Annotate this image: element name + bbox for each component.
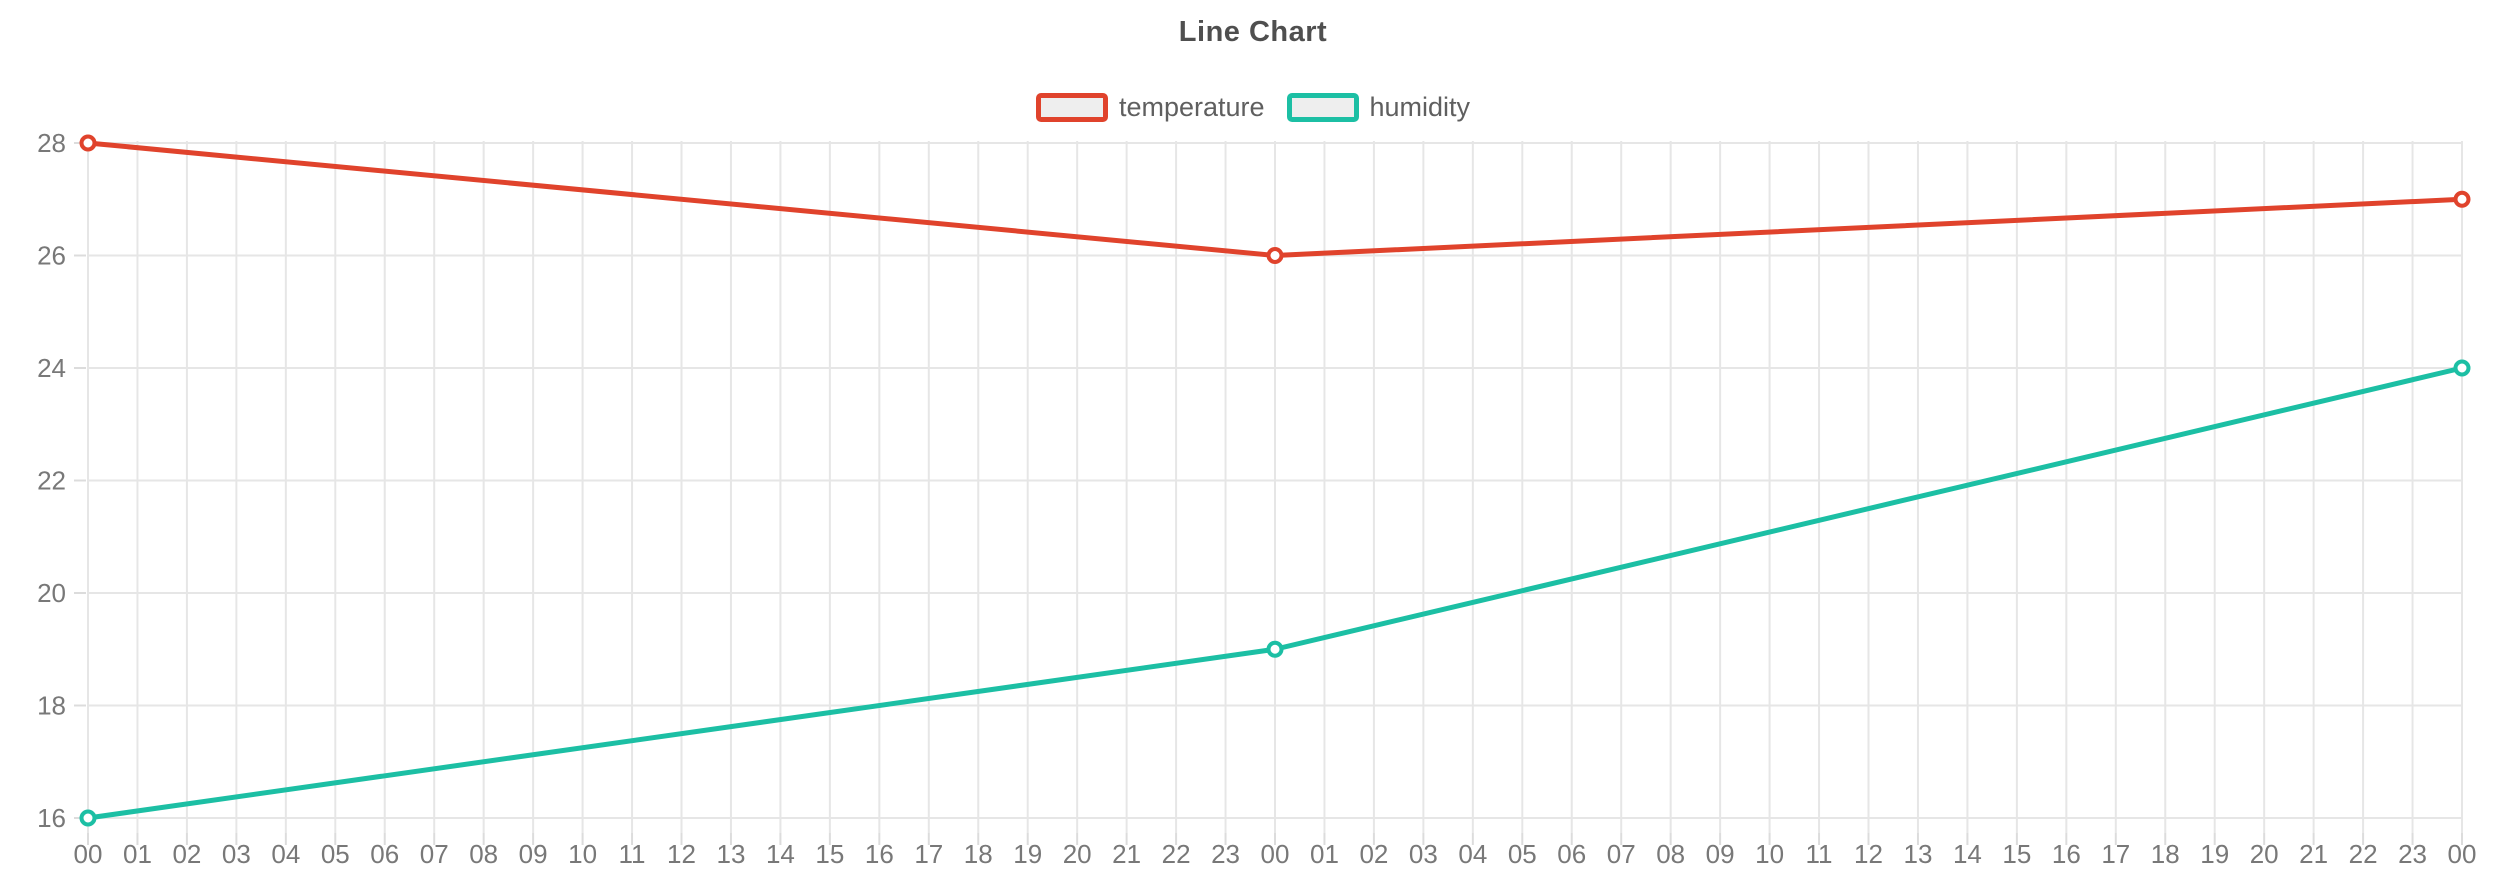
x-tick-label: 09 bbox=[519, 839, 548, 869]
x-tick-label: 18 bbox=[2151, 839, 2180, 869]
x-tick-label: 01 bbox=[123, 839, 152, 869]
y-tick-label: 16 bbox=[37, 803, 66, 833]
x-tick-label: 19 bbox=[1013, 839, 1042, 869]
x-tick-label: 13 bbox=[1903, 839, 1932, 869]
x-tick-label: 08 bbox=[469, 839, 498, 869]
grid-vertical bbox=[87, 141, 2463, 833]
humidity-point-marker bbox=[79, 809, 97, 827]
x-tick-label: 12 bbox=[1854, 839, 1883, 869]
y-axis-ticks bbox=[74, 142, 86, 819]
x-tick-label: 12 bbox=[667, 839, 696, 869]
x-tick-label: 21 bbox=[1112, 839, 1141, 869]
y-tick-label: 28 bbox=[37, 128, 66, 158]
humidity-point-marker bbox=[1266, 640, 1284, 658]
y-tick-label: 22 bbox=[37, 466, 66, 496]
legend-label-temperature: temperature bbox=[1118, 92, 1265, 122]
x-tick-label: 23 bbox=[1211, 839, 1240, 869]
x-tick-label: 03 bbox=[1409, 839, 1438, 869]
x-tick-label: 19 bbox=[2200, 839, 2229, 869]
x-tick-label: 14 bbox=[1953, 839, 1982, 869]
x-tick-label: 05 bbox=[1508, 839, 1537, 869]
x-tick-label: 00 bbox=[2448, 839, 2477, 869]
x-tick-label: 11 bbox=[1806, 839, 1833, 869]
temperature-point-marker bbox=[2453, 190, 2471, 208]
x-tick-label: 20 bbox=[1063, 839, 1092, 869]
x-tick-label: 17 bbox=[914, 839, 943, 869]
temperature-point-marker bbox=[1266, 247, 1284, 264]
x-tick-label: 16 bbox=[865, 839, 894, 869]
x-tick-label: 18 bbox=[964, 839, 993, 869]
humidity-series-marker-icon bbox=[1286, 93, 1359, 122]
x-tick-label: 09 bbox=[1706, 839, 1735, 869]
x-tick-label: 01 bbox=[1310, 839, 1339, 869]
x-tick-label: 11 bbox=[619, 839, 646, 869]
y-axis-labels: 16 18 20 22 24 26 28 bbox=[37, 128, 66, 833]
x-tick-label: 16 bbox=[2052, 839, 2081, 869]
x-tick-label: 15 bbox=[2002, 839, 2031, 869]
x-tick-label: 00 bbox=[74, 839, 103, 869]
x-tick-label: 07 bbox=[420, 839, 449, 869]
x-axis-ticks bbox=[87, 833, 2463, 845]
legend: temperature humidity bbox=[0, 92, 2506, 123]
x-tick-label: 06 bbox=[1557, 839, 1586, 869]
x-tick-label: 15 bbox=[815, 839, 844, 869]
x-tick-label: 22 bbox=[2349, 839, 2378, 869]
legend-label-humidity: humidity bbox=[1369, 92, 1471, 122]
x-tick-label: 03 bbox=[222, 839, 251, 869]
x-tick-label: 06 bbox=[370, 839, 399, 869]
legend-item-temperature[interactable]: temperature bbox=[1035, 92, 1265, 123]
x-tick-label: 10 bbox=[1755, 839, 1784, 869]
x-tick-label: 22 bbox=[1162, 839, 1191, 869]
x-tick-label: 20 bbox=[2250, 839, 2279, 869]
temperature-series-marker-icon bbox=[1035, 93, 1108, 122]
x-tick-label: 05 bbox=[321, 839, 350, 869]
x-tick-label: 08 bbox=[1656, 839, 1685, 869]
x-tick-label: 10 bbox=[568, 839, 597, 869]
x-tick-label: 02 bbox=[172, 839, 201, 869]
legend-item-humidity[interactable]: humidity bbox=[1286, 92, 1471, 123]
y-tick-label: 24 bbox=[37, 353, 66, 383]
x-tick-label: 14 bbox=[766, 839, 795, 869]
x-tick-label: 21 bbox=[2299, 839, 2328, 869]
x-tick-label: 02 bbox=[1359, 839, 1388, 869]
x-tick-label: 07 bbox=[1607, 839, 1636, 869]
x-tick-label: 17 bbox=[2101, 839, 2130, 869]
x-tick-label: 04 bbox=[1458, 839, 1487, 869]
temperature-point-marker bbox=[79, 134, 97, 152]
x-tick-label: 04 bbox=[271, 839, 300, 869]
x-tick-label: 13 bbox=[716, 839, 745, 869]
x-tick-label: 23 bbox=[2398, 839, 2427, 869]
chart-title: Line Chart bbox=[1178, 16, 1328, 48]
x-tick-label: 00 bbox=[1261, 839, 1290, 869]
y-tick-label: 18 bbox=[37, 691, 66, 721]
x-axis-labels: 00 01 02 03 04 05 06 07 08 09 10 11 12 13 14 15 16 17 18 19… bbox=[74, 839, 2477, 869]
y-tick-label: 26 bbox=[37, 241, 66, 271]
series-markers bbox=[79, 134, 2471, 827]
humidity-point-marker bbox=[2453, 359, 2471, 377]
y-tick-label: 20 bbox=[37, 578, 66, 608]
